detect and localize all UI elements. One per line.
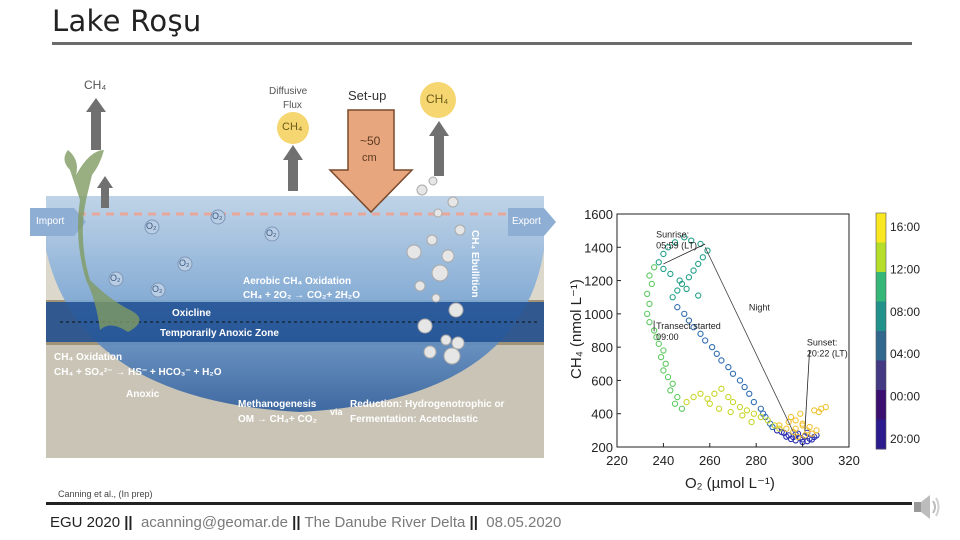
email-link[interactable]: acanning@geomar.de (140, 514, 288, 531)
citation: Canning et al., (In prep) (58, 489, 153, 499)
reduction-label: Reduction: Hydrogenotrophic or (350, 399, 505, 410)
footer-divider (46, 502, 912, 505)
via-label: via (330, 407, 343, 417)
ch4-diffusive-bubble (277, 112, 309, 144)
export-arrow (508, 208, 556, 236)
title-divider (52, 42, 912, 45)
aerobic-oxidation-equation: CH₄ + 2O₂ → CO₂+ 2H₂O (243, 290, 361, 301)
diffusive-flux-label-1: Diffusive (269, 86, 308, 97)
setup-depth-label-1: ~50 (360, 134, 381, 148)
anoxic-zone-label: Temporarily Anoxic Zone (160, 328, 279, 339)
anoxic-label: Anoxic (126, 389, 160, 400)
speaker-icon[interactable] (908, 490, 942, 524)
o2-label: O₂ (266, 228, 277, 238)
o2-bubbles (108, 209, 280, 298)
ch4-right-bubble (420, 82, 456, 118)
setup-arrow (328, 109, 414, 214)
conference-label: EGU 2020 (50, 514, 121, 531)
o2-label: O₂ (152, 284, 163, 294)
ebullition-arrow (434, 134, 444, 176)
export-label: Export (512, 216, 541, 227)
topic-label: The Danube River Delta (304, 514, 466, 531)
ch4-diffusive-label: CH₄ (282, 121, 303, 133)
setup-depth-label-2: cm (362, 152, 377, 164)
ch4-left-label: CH₄ (84, 78, 107, 92)
date-label: 08.05.2020 (486, 514, 562, 531)
ebullition-label: CH₄ Ebullition (469, 230, 480, 298)
oxicline-label: Oxicline (172, 308, 211, 319)
setup-label: Set-up (348, 88, 387, 103)
methanogenesis-label: Methanogenesis (238, 399, 317, 410)
slide-title: Lake Roşu (52, 4, 202, 38)
aerobic-oxidation-label: Aerobic CH₄ Oxidation (243, 276, 352, 287)
x-axis-label: O₂ (µmol L⁻¹) (685, 475, 775, 492)
ebullition-bubbles (406, 176, 466, 365)
import-label: Import (36, 216, 65, 227)
y-axis-label: CH₄ (nmol L⁻¹) (568, 279, 585, 379)
speaker-icon[interactable] (908, 490, 942, 529)
ch4-left-arrow (91, 110, 101, 150)
diffusive-arrow (288, 158, 298, 191)
ch4-right-label: CH₄ (426, 92, 449, 106)
o2-label: O₂ (212, 211, 223, 221)
diffusive-flux-label-2: Flux (283, 100, 302, 111)
footer: EGU 2020 || acanning@geomar.de || The Da… (50, 514, 562, 531)
o2-label: O₂ (179, 258, 190, 268)
fermentation-label: Fermentation: Acetoclastic (350, 414, 478, 425)
plant-arrow (101, 186, 109, 208)
ch4-oxidation-equation: CH₄ + SO₄²⁻ → HS⁻ + HCO₃⁻ + H₂O (54, 367, 222, 378)
import-arrow (30, 208, 86, 236)
methanogenesis-equation: OM → CH₄+ CO₂ (238, 414, 317, 425)
o2-label: O₂ (146, 221, 157, 231)
ch4-oxidation-label: CH₄ Oxidation (54, 352, 123, 363)
plant (64, 150, 140, 332)
o2-label: O₂ (110, 273, 121, 283)
